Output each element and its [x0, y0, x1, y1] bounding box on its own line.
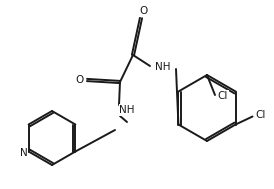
Text: NH: NH — [119, 105, 135, 115]
Text: Cl: Cl — [255, 111, 266, 121]
Text: NH: NH — [155, 62, 171, 72]
Text: O: O — [76, 75, 84, 85]
Text: N: N — [20, 147, 27, 157]
Text: O: O — [139, 6, 147, 16]
Text: Cl: Cl — [218, 91, 228, 101]
